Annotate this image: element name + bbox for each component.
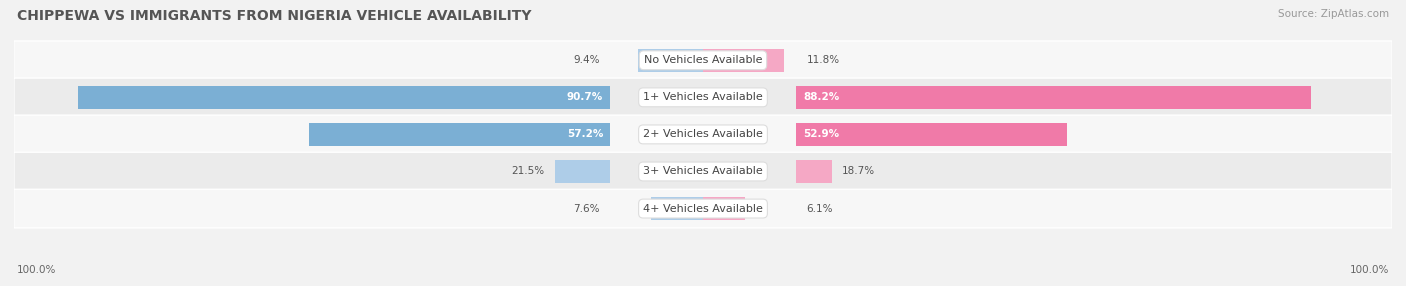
Bar	[796, 123, 1067, 146]
Text: 6.1%: 6.1%	[807, 204, 832, 214]
Bar	[796, 160, 832, 183]
Text: CHIPPEWA VS IMMIGRANTS FROM NIGERIA VEHICLE AVAILABILITY: CHIPPEWA VS IMMIGRANTS FROM NIGERIA VEHI…	[17, 9, 531, 23]
Text: 52.9%: 52.9%	[803, 130, 839, 139]
FancyBboxPatch shape	[14, 152, 1392, 191]
Text: 100.0%: 100.0%	[17, 265, 56, 275]
FancyBboxPatch shape	[14, 78, 1392, 117]
Text: 7.6%: 7.6%	[574, 204, 599, 214]
Bar	[703, 197, 745, 220]
Bar	[638, 49, 703, 72]
Bar	[703, 49, 785, 72]
Text: 2+ Vehicles Available: 2+ Vehicles Available	[643, 130, 763, 139]
Bar	[309, 123, 610, 146]
Text: 4+ Vehicles Available: 4+ Vehicles Available	[643, 204, 763, 214]
Text: 57.2%: 57.2%	[567, 130, 603, 139]
Bar	[796, 86, 1310, 109]
Text: 3+ Vehicles Available: 3+ Vehicles Available	[643, 166, 763, 176]
Text: 88.2%: 88.2%	[803, 92, 839, 102]
Text: 18.7%: 18.7%	[842, 166, 876, 176]
Text: 9.4%: 9.4%	[574, 55, 599, 65]
FancyBboxPatch shape	[14, 189, 1392, 228]
FancyBboxPatch shape	[14, 115, 1392, 154]
Text: 90.7%: 90.7%	[567, 92, 603, 102]
FancyBboxPatch shape	[14, 41, 1392, 80]
Bar	[555, 160, 610, 183]
Text: 11.8%: 11.8%	[807, 55, 839, 65]
Text: 100.0%: 100.0%	[1350, 265, 1389, 275]
Text: 21.5%: 21.5%	[512, 166, 544, 176]
Bar	[79, 86, 610, 109]
Text: 1+ Vehicles Available: 1+ Vehicles Available	[643, 92, 763, 102]
Text: No Vehicles Available: No Vehicles Available	[644, 55, 762, 65]
Bar	[651, 197, 703, 220]
Text: Source: ZipAtlas.com: Source: ZipAtlas.com	[1278, 9, 1389, 19]
